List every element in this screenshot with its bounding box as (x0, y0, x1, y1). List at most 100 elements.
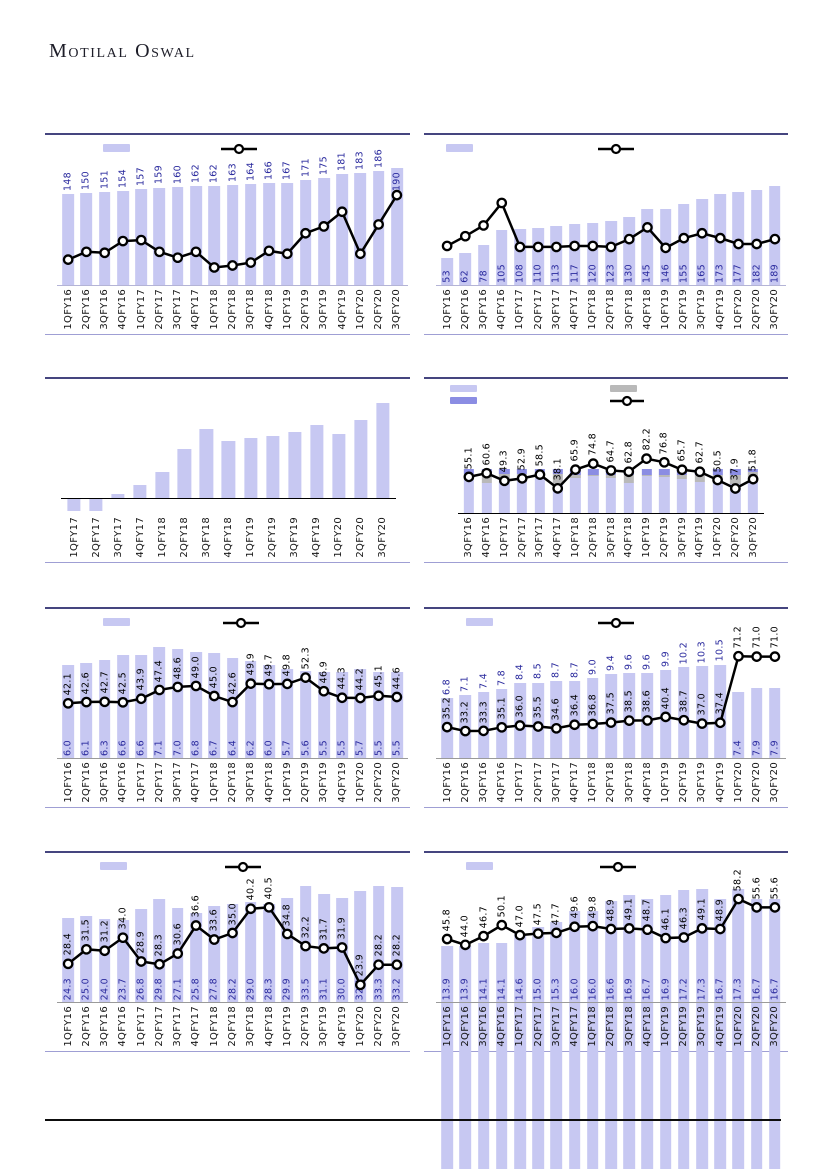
bar (80, 662, 93, 759)
x-axis-label: 2QFY19 (678, 762, 690, 803)
x-axis-label: 1QFY16 (441, 762, 453, 803)
bar-slot: 13.9 (438, 877, 456, 1169)
bar-slot: 15.3 (547, 877, 565, 1169)
bar (641, 898, 654, 1169)
chart-row1-right: 53 62 78 105 108 110 113 117 120 123 130 145 146 155 1… (424, 133, 788, 335)
bar-slot: 7.9 (747, 633, 765, 759)
x-axis-label: 1QFY17 (514, 289, 526, 330)
line-marker (117, 932, 129, 944)
x-axis-label: 2QFY17 (153, 1006, 165, 1047)
line-value-label: 37.0 (696, 693, 708, 716)
bar (354, 172, 367, 286)
x-axis-label: 2QFY18 (178, 517, 190, 558)
line-marker (391, 959, 403, 971)
line-marker (459, 230, 471, 242)
bar-segment-light (481, 483, 492, 514)
line-marker (730, 483, 741, 494)
x-axis-label: 2QFY20 (373, 1006, 385, 1047)
x-axis-label: 3QFY19 (318, 1006, 330, 1047)
bar-slot: 16.9 (620, 877, 638, 1169)
x-axis-label: 1QFY20 (354, 762, 366, 803)
line-value-label: 37.4 (714, 692, 726, 715)
x-axis-label: 1QFY20 (732, 289, 744, 330)
x-axis-label: 1QFY16 (441, 289, 453, 330)
line-marker (441, 721, 453, 733)
line-value-label: 49.8 (587, 895, 599, 919)
bar-segment-dark (463, 469, 475, 474)
line-marker (696, 718, 708, 729)
line-value-label: 38.1 (552, 458, 564, 481)
legend-line-item (610, 392, 644, 411)
line-value-label: 31.5 (80, 918, 92, 942)
bar-slot (63, 387, 85, 514)
line-value-label: 34.6 (550, 697, 562, 721)
line-marker (514, 929, 526, 941)
bar-slot: 166 (260, 159, 278, 286)
bar (226, 904, 239, 1003)
bar-slot: 113 (547, 159, 565, 286)
bar-segment-gray (694, 474, 705, 482)
x-axis-label: 2QFY20 (751, 289, 763, 330)
bar-slot (195, 387, 217, 514)
bar (310, 425, 324, 500)
x-axis-label: 1QFY20 (712, 517, 724, 558)
chart-legend (45, 379, 410, 387)
bar-slot: 16.6 (602, 877, 620, 1169)
line-marker (62, 254, 74, 265)
line-marker (354, 979, 366, 991)
line-marker (62, 697, 74, 709)
bar-segment-gray (605, 474, 617, 479)
chart-plot-area (61, 387, 396, 514)
bar-slot: 33.3 (370, 877, 388, 1003)
chart-row1-left: 148 150 151 154 157 159 160 162 162 163 164 166 167 1… (45, 133, 410, 335)
x-axis-label: 3QFY17 (172, 762, 184, 803)
bar-slot (129, 387, 151, 514)
bar (568, 224, 581, 286)
chart-legend (424, 609, 788, 633)
line-marker (532, 241, 544, 253)
bar (532, 927, 544, 1169)
x-axis-label: 3QFY17 (172, 1006, 184, 1047)
line-marker (300, 227, 311, 239)
line-marker (81, 246, 92, 258)
line-value-label: 28.3 (153, 933, 165, 957)
bar (441, 257, 453, 286)
bar-segment-light (641, 476, 652, 514)
bar (459, 253, 472, 286)
bar-slot (262, 387, 284, 514)
line-marker (245, 903, 257, 915)
bar-slot: 182 (747, 159, 765, 286)
bar-slot: 16.9 (656, 877, 674, 1169)
chart-legend (424, 135, 788, 159)
line-marker (263, 678, 275, 690)
bar-segment-gray (676, 474, 688, 479)
bar-slot (173, 387, 195, 514)
line-value-label: 50.1 (496, 894, 508, 918)
bar (281, 898, 294, 1003)
bar-slot: 8.5 (529, 633, 547, 759)
bar (332, 434, 346, 500)
bar (155, 472, 169, 500)
bar-slot: 28.3 (260, 877, 278, 1003)
line-marker (300, 672, 311, 683)
line-marker (391, 189, 403, 201)
line-marker (712, 474, 723, 486)
line-value-label: 40.5 (263, 876, 275, 900)
line-marker (208, 262, 220, 273)
bar-slot: 5.5 (388, 633, 406, 759)
line-marker (318, 943, 330, 954)
x-axis-label: 3QFY18 (605, 517, 617, 558)
bar-slot: 25.8 (187, 877, 205, 1003)
x-axis-label: 2QFY18 (587, 517, 599, 558)
bar (391, 672, 403, 759)
x-axis-label: 2QFY16 (80, 289, 92, 330)
chart-legend (424, 379, 788, 413)
x-axis-line (436, 285, 786, 286)
bar (732, 888, 745, 1169)
line-value-label: 34.0 (117, 907, 129, 930)
bar-segment-light (712, 478, 723, 514)
bar (221, 440, 236, 500)
bar-slot: 5.7 (278, 633, 296, 759)
line-marker (227, 927, 238, 939)
